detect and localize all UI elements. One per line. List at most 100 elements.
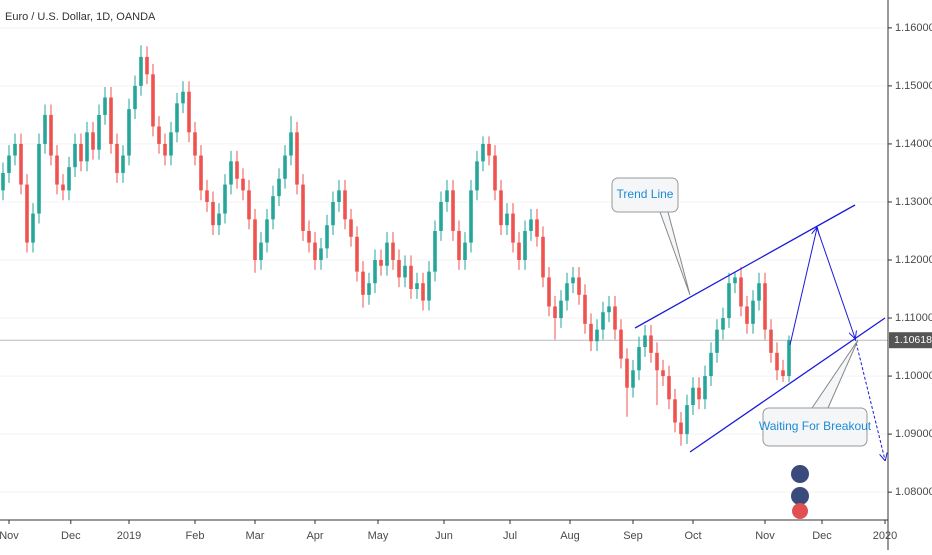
last-price-box [889,332,932,349]
candle-body [79,143,83,162]
callout-box [762,407,868,447]
x-tick-label: Aug [560,530,580,542]
time-axis-panel [0,520,888,550]
x-tick-label: Jun [435,530,453,542]
candle-body [709,352,713,377]
candle-body [427,271,431,301]
candle-body [253,219,257,260]
candle-body [367,283,371,295]
candle-body [325,225,329,249]
x-tick-label: 2020 [873,530,897,542]
candle-body [289,132,293,156]
candle-body [415,283,419,290]
candle-body [265,219,269,243]
annotation: Trend Line [617,187,674,201]
candle-body [445,190,449,202]
lower-trend-line [689,317,886,453]
candle-body [691,387,695,406]
candle-body [55,155,59,185]
candle-body [181,91,185,104]
candle-body [481,143,485,162]
x-tick-label: Dec [61,530,81,542]
candle-body [613,306,617,330]
candle-body [541,236,545,278]
x-tick-label: Jul [503,530,517,542]
x-tick-label: 2019 [117,530,141,542]
callouts: Trend Line Waiting For Breakout [611,177,872,447]
candle-body [283,155,287,179]
candle-body [565,283,569,301]
candle-body [763,283,767,330]
candle-body [133,85,137,110]
candle-body [607,306,611,313]
candle-body [337,190,341,202]
candle-body [355,236,359,272]
annotation: Waiting For Breakout [759,419,872,433]
candle-body [685,405,689,435]
candles [1,45,791,446]
icon [791,465,809,519]
candle-body [319,248,323,260]
arrow [789,228,817,346]
candle-body [199,155,203,191]
candle-body [553,306,557,319]
candle-body [163,143,167,156]
candle-body [1,172,5,191]
candle-body [61,184,65,191]
x-tick-label: Nov [0,530,19,542]
candle-body [295,132,299,185]
candle-body [37,143,41,214]
candle-body [145,56,149,75]
candle-body [301,184,305,231]
candle-body [49,114,53,156]
candle-body [349,219,353,237]
candle-body [511,213,515,243]
price-axis-panel [888,0,932,550]
candle-body [637,347,641,371]
candle-body [505,213,509,226]
candle-body [259,242,263,260]
candle-body [649,335,653,353]
candle-body [673,399,677,423]
y-tick-label: 1.16000 [895,22,932,34]
candle-body [451,190,455,231]
y-tick-label: 1.13000 [895,196,932,208]
y-tick-label: 1.10000 [895,370,932,382]
candle-body [217,213,221,226]
candle-body [277,178,281,197]
x-tick-label: Sep [623,530,643,542]
candle-body [175,103,179,133]
candle-body [31,213,35,243]
candle-body [655,352,659,371]
candle-body [661,370,665,377]
candle-body [433,230,437,272]
candle-body [97,114,101,150]
candle-body [457,230,461,260]
candle-body [193,132,197,156]
axes: 1.08000 1.09000 1.10000 1.11000 1.12000 1.130… [0,22,932,542]
candle-body [625,358,629,388]
candle-body [781,370,785,377]
candle-body [739,277,743,307]
candle-body [487,143,491,156]
y-tick-label: 1.11000 [895,312,932,324]
arrow [816,227,855,338]
candle-body [385,242,389,266]
candle-body [601,312,605,330]
candle-body [589,323,593,342]
candle-body [493,155,497,191]
candle-body [397,260,401,278]
candle-body [157,126,161,144]
candle-body [373,260,377,284]
candle-body [211,201,215,226]
candle-body [73,143,77,168]
candle-body [271,196,275,220]
candle-body [235,161,239,179]
candle-body [559,300,563,319]
candle-body [229,161,233,185]
candle-body [499,190,503,226]
candle-body [697,387,701,400]
candle-body [517,242,521,260]
y-tick-label: 1.14000 [895,138,932,150]
candle-body [469,190,473,243]
